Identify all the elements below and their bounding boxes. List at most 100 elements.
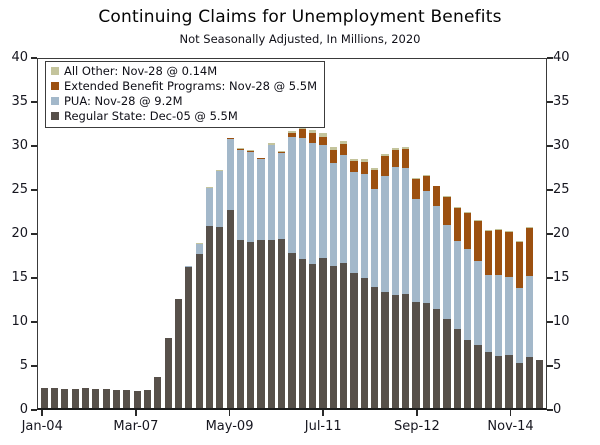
segment-regular-state	[257, 240, 265, 408]
segment-pua	[453, 240, 461, 330]
segment-extended-benefit-programs	[422, 175, 430, 191]
segment-regular-state	[92, 388, 100, 408]
segment-pua	[515, 288, 523, 363]
segment-pua	[226, 139, 234, 210]
chart-subtitle: Not Seasonally Adjusted, In Millions, 20…	[179, 32, 421, 46]
bar-apr-25	[205, 59, 213, 408]
segment-pua	[329, 162, 337, 266]
y-tick-label-right: 40	[553, 50, 570, 65]
segment-regular-state	[123, 389, 131, 408]
segment-pua	[433, 205, 441, 310]
segment-pua	[484, 274, 492, 353]
y-tick-right	[547, 277, 553, 279]
bar-nov-21	[515, 59, 523, 408]
bar-jul-04	[309, 59, 317, 408]
y-tick-left	[31, 277, 37, 279]
segment-all-other	[360, 159, 368, 162]
segment-extended-benefit-programs	[381, 155, 389, 176]
x-tick	[135, 410, 137, 416]
segment-extended-benefit-programs	[391, 149, 399, 168]
x-tick	[228, 410, 231, 416]
segment-regular-state	[154, 377, 162, 408]
segment-pua	[257, 159, 265, 241]
segment-extended-benefit-programs	[453, 208, 461, 241]
y-tick-left	[31, 321, 37, 323]
segment-regular-state	[112, 389, 121, 408]
y-tick-right	[547, 101, 553, 103]
segment-regular-state	[309, 264, 317, 408]
segment-all-other	[247, 149, 255, 151]
legend-label: PUA: Nov-28 @ 9.2M	[64, 94, 183, 108]
segment-regular-state	[391, 295, 399, 408]
legend-item-all-other: All Other: Nov-28 @ 0.14M	[51, 64, 317, 79]
bar-mar-28	[164, 59, 172, 408]
segment-pua	[236, 149, 244, 240]
y-tick-label-left: 25	[11, 182, 28, 197]
segment-pua	[505, 277, 513, 355]
segment-pua	[526, 276, 534, 357]
bar-sep-05	[402, 59, 410, 408]
segment-all-other	[205, 187, 213, 189]
bar-mar-07	[133, 59, 141, 408]
segment-regular-state	[484, 352, 492, 408]
bar-feb-29	[123, 59, 131, 408]
segment-all-other	[391, 148, 399, 150]
y-tick-label-right: 5	[553, 358, 562, 373]
x-tick-label: Sep-12	[394, 419, 440, 434]
y-tick-left	[31, 145, 37, 147]
segment-all-other	[402, 147, 410, 149]
segment-regular-state	[371, 286, 379, 408]
segment-regular-state	[143, 389, 152, 408]
bar-jan-25	[71, 59, 79, 408]
segment-extended-benefit-programs	[474, 221, 482, 262]
segment-regular-state	[464, 339, 472, 408]
bar-jan-04	[40, 59, 48, 408]
segment-regular-state	[350, 272, 358, 408]
segment-regular-state	[216, 226, 224, 408]
segment-extended-benefit-programs	[319, 136, 327, 146]
plot-area: All Other: Nov-28 @ 0.14M Extended Benefi…	[37, 58, 547, 410]
y-tick-label-right: 35	[553, 94, 570, 109]
segment-extended-benefit-programs	[495, 230, 503, 276]
y-tick-label-left: 20	[11, 226, 28, 241]
bar-aug-15	[371, 59, 379, 408]
bar-apr-18	[195, 59, 203, 408]
segment-all-other	[278, 150, 286, 153]
segment-all-other	[195, 243, 203, 244]
bar-oct-03	[443, 59, 451, 408]
y-tick-right	[547, 409, 553, 411]
segment-pua	[474, 261, 482, 346]
segment-regular-state	[433, 309, 441, 408]
segment-extended-benefit-programs	[464, 212, 472, 250]
y-tick-left	[31, 233, 37, 235]
x-tick-label: Jul-11	[304, 419, 342, 434]
segment-pua	[464, 249, 472, 340]
segment-all-other	[319, 133, 327, 137]
segment-pua	[443, 224, 451, 320]
segment-all-other	[371, 168, 379, 170]
segment-extended-benefit-programs	[433, 186, 441, 206]
bar-feb-22	[112, 59, 121, 408]
bar-mar-14	[143, 59, 152, 408]
bar-oct-10	[453, 59, 461, 408]
y-tick-label-left: 0	[19, 402, 28, 417]
segment-regular-state	[536, 360, 544, 408]
legend-swatch-pua-icon	[51, 97, 59, 105]
legend-label: Extended Benefit Programs: Nov-28 @ 5.5M	[64, 79, 317, 93]
bar-jul-25	[340, 59, 348, 408]
segment-pua	[402, 168, 410, 294]
legend-label: Regular State: Dec-05 @ 5.5M	[64, 109, 238, 123]
segment-pua	[381, 175, 389, 292]
segment-regular-state	[402, 293, 410, 408]
segment-extended-benefit-programs	[340, 143, 348, 155]
bar-may-30	[257, 59, 265, 408]
bar-apr-11	[185, 59, 193, 408]
bar-nov-28	[526, 59, 534, 408]
segment-all-other	[443, 196, 451, 197]
segment-regular-state	[133, 390, 141, 408]
segment-pua	[185, 265, 193, 267]
segment-all-other	[453, 207, 461, 209]
segment-extended-benefit-programs	[278, 152, 286, 154]
y-tick-label-right: 20	[553, 226, 570, 241]
bar-aug-22	[381, 59, 389, 408]
